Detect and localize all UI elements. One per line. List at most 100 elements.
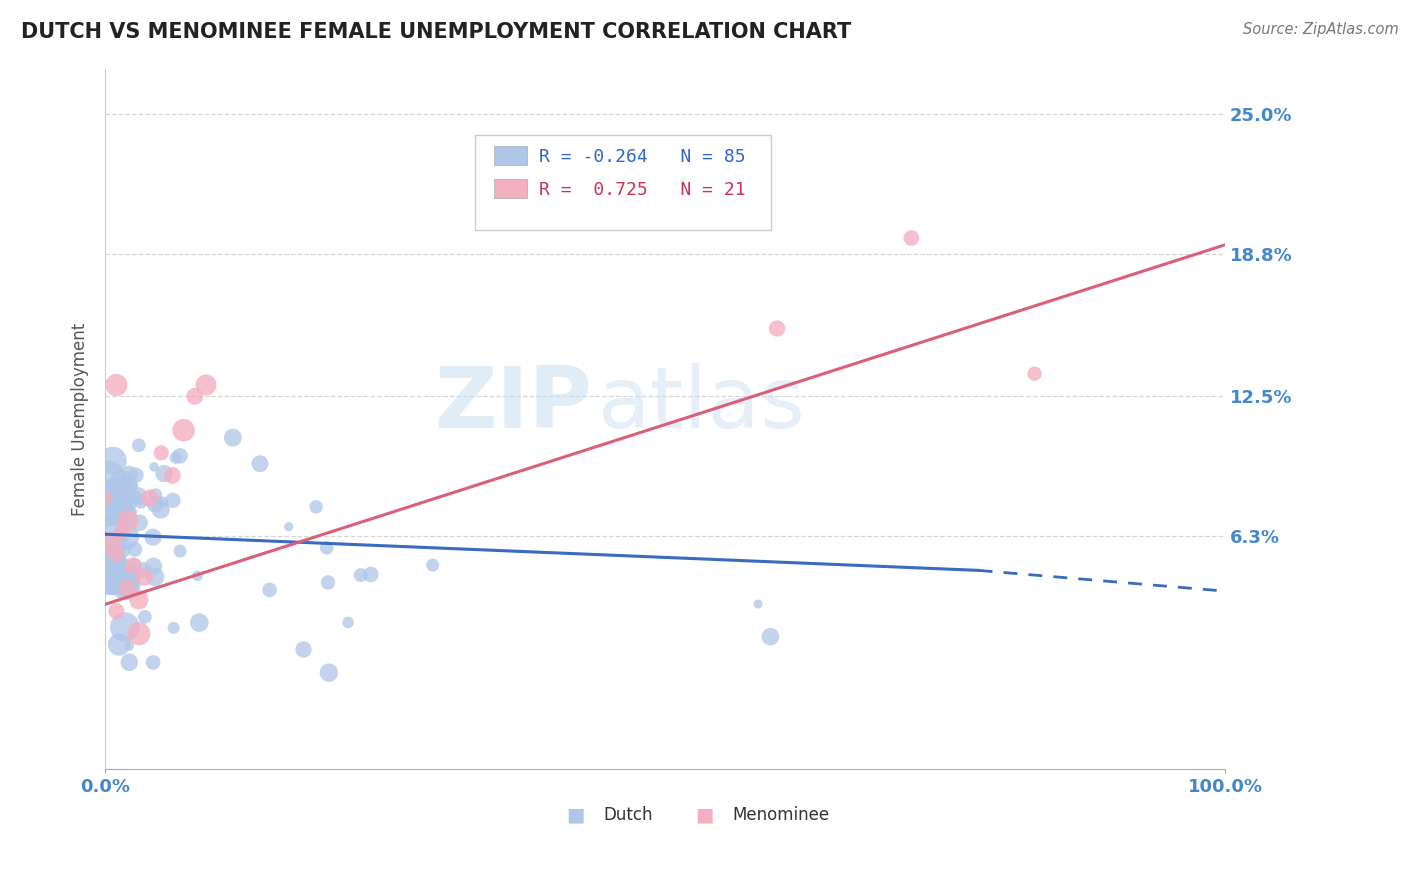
Point xyxy=(195,378,218,392)
Point xyxy=(111,524,134,539)
Point xyxy=(125,491,148,505)
Point xyxy=(101,575,124,590)
Point xyxy=(142,559,165,574)
Point xyxy=(128,626,150,640)
Point xyxy=(117,514,139,528)
FancyBboxPatch shape xyxy=(494,179,527,198)
Point xyxy=(162,621,184,635)
Point xyxy=(107,568,129,582)
Text: R = -0.264   N = 85: R = -0.264 N = 85 xyxy=(538,148,745,166)
Point xyxy=(153,467,176,481)
Point xyxy=(124,558,146,573)
Point xyxy=(121,567,143,582)
Point xyxy=(139,491,162,505)
Point xyxy=(249,457,271,471)
Point xyxy=(122,479,145,493)
Point xyxy=(169,449,191,463)
Point xyxy=(97,576,120,591)
Point xyxy=(152,495,174,509)
Point xyxy=(122,575,145,590)
Point xyxy=(94,491,117,505)
Point xyxy=(105,604,128,618)
Point xyxy=(350,568,373,582)
Point xyxy=(125,468,148,483)
Point xyxy=(360,567,382,582)
Point xyxy=(114,508,136,522)
Point xyxy=(115,580,138,594)
Point xyxy=(128,516,150,530)
Point xyxy=(105,573,128,587)
Point xyxy=(103,519,125,533)
Point xyxy=(143,497,166,511)
Point xyxy=(259,582,281,597)
Point xyxy=(173,423,195,437)
Point xyxy=(142,530,165,544)
Point xyxy=(118,505,141,519)
Point xyxy=(162,468,184,483)
Point xyxy=(111,510,134,524)
Point xyxy=(118,478,141,492)
Point xyxy=(100,536,122,550)
Point xyxy=(162,493,184,508)
Point xyxy=(143,488,166,502)
Point xyxy=(118,639,141,653)
Point xyxy=(118,655,141,669)
Point xyxy=(318,665,340,680)
Point xyxy=(222,431,245,445)
Point xyxy=(337,615,360,630)
Point xyxy=(101,453,124,467)
Y-axis label: Female Unemployment: Female Unemployment xyxy=(72,322,89,516)
Point xyxy=(98,495,121,509)
Point xyxy=(422,558,444,573)
Point xyxy=(134,570,156,584)
Point xyxy=(127,489,149,503)
Point xyxy=(900,231,922,245)
Point xyxy=(122,566,145,580)
Point xyxy=(117,494,139,508)
Point xyxy=(96,541,118,555)
Point xyxy=(103,508,125,522)
Text: R =  0.725   N = 21: R = 0.725 N = 21 xyxy=(538,181,745,199)
Point xyxy=(114,620,136,634)
Text: DUTCH VS MENOMINEE FEMALE UNEMPLOYMENT CORRELATION CHART: DUTCH VS MENOMINEE FEMALE UNEMPLOYMENT C… xyxy=(21,22,852,42)
Point xyxy=(132,563,155,577)
Point xyxy=(105,482,128,496)
Point xyxy=(104,557,127,571)
Point xyxy=(105,378,128,392)
Point xyxy=(305,500,328,514)
Point xyxy=(315,541,337,555)
Point xyxy=(188,615,211,630)
Point xyxy=(316,575,339,590)
Point xyxy=(128,438,150,452)
FancyBboxPatch shape xyxy=(475,135,772,230)
Point xyxy=(129,495,152,509)
Text: Menominee: Menominee xyxy=(733,805,830,824)
Point xyxy=(124,542,146,557)
Point xyxy=(111,475,134,489)
Point xyxy=(103,574,125,588)
Point xyxy=(105,548,128,562)
Point xyxy=(122,558,145,573)
Text: ■: ■ xyxy=(567,805,585,824)
Point xyxy=(117,575,139,590)
Point xyxy=(128,592,150,607)
Point xyxy=(143,459,166,474)
Text: ■: ■ xyxy=(695,805,713,824)
Point xyxy=(118,467,141,482)
Point xyxy=(142,656,165,670)
Point xyxy=(184,389,207,403)
Point xyxy=(108,564,131,578)
Text: ZIP: ZIP xyxy=(434,363,592,446)
Point xyxy=(98,508,121,523)
Point xyxy=(97,469,120,483)
Point xyxy=(122,566,145,581)
Point xyxy=(114,578,136,592)
Point xyxy=(108,638,131,652)
Point xyxy=(277,520,299,534)
Point xyxy=(1024,367,1046,381)
Point xyxy=(101,552,124,566)
Point xyxy=(759,630,782,644)
Point xyxy=(101,539,124,553)
Text: atlas: atlas xyxy=(598,363,806,446)
Point xyxy=(150,446,173,460)
